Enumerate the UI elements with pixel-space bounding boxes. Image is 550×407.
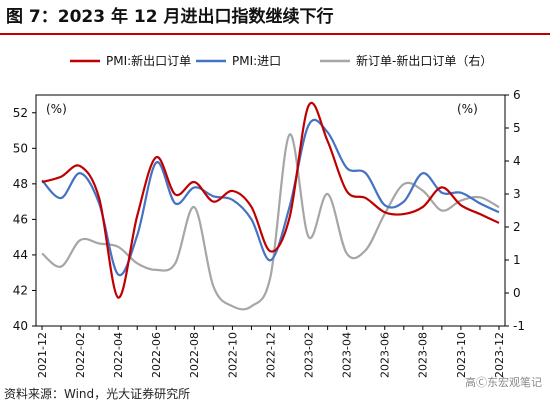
y-right-tick-label: 3 [513, 187, 521, 201]
watermark-text: 高Ⓒ东宏观笔记 [465, 376, 542, 389]
title-underline [0, 33, 550, 35]
y-left-tick-label: 48 [13, 177, 28, 191]
y-right-tick-label: 2 [513, 220, 521, 234]
x-tick-label: 2022-06 [150, 332, 163, 378]
y-left-tick-label: 52 [13, 106, 28, 120]
y-right-tick-label: 1 [513, 253, 521, 267]
y-left-tick-label: 42 [13, 283, 28, 297]
figure-title: 图 7：2023 年 12 月进出口指数继续下行 [6, 7, 334, 27]
y-left-tick-label: 40 [13, 319, 28, 333]
left-unit-label: (%) [46, 102, 67, 116]
y-right-tick-label: -1 [513, 319, 525, 333]
x-tick-label: 2023-10 [455, 332, 468, 378]
x-tick-label: 2021-12 [36, 332, 49, 378]
series-line-2 [41, 133, 500, 311]
line-chart: PMI:新出口订单 PMI:进口 新订单-新出口订单（右） 404244464850… [13, 53, 525, 378]
chart-series-lines [41, 101, 500, 311]
y-left-tick-label: 46 [13, 212, 28, 226]
source-note: 资料来源：Wind，光大证券研究所 [4, 387, 191, 401]
legend-label-1: PMI:进口 [232, 54, 281, 68]
x-tick-label: 2023-08 [417, 332, 430, 378]
x-tick-label: 2022-02 [74, 332, 87, 378]
series-line-1 [41, 118, 500, 277]
y-left-tick-label: 50 [13, 141, 28, 155]
x-tick-label: 2023-04 [341, 332, 354, 378]
x-tick-label: 2022-12 [264, 332, 277, 378]
chart-legend: PMI:新出口订单 PMI:进口 新订单-新出口订单（右） [70, 53, 492, 68]
chart-axes: 40 42 44 46 48 50 52 -1 0 1 2 3 4 5 6 (%) (%) 2021-12 2022… [13, 88, 525, 378]
legend-label-2: 新订单-新出口订单（右） [356, 53, 492, 68]
series-line-0 [41, 101, 500, 299]
y-right-tick-label: 5 [513, 121, 521, 135]
legend-label-0: PMI:新出口订单 [106, 53, 191, 68]
x-tick-label: 2022-04 [112, 332, 125, 378]
y-right-tick-label: 0 [513, 286, 521, 300]
right-unit-label: (%) [457, 102, 478, 116]
x-tick-label: 2023-02 [302, 332, 315, 378]
y-left-tick-label: 44 [13, 248, 28, 262]
x-tick-label: 2022-10 [226, 332, 239, 378]
y-right-tick-label: 6 [513, 88, 521, 102]
y-right-tick-label: 4 [513, 154, 521, 168]
x-tick-label: 2023-06 [379, 332, 392, 378]
x-tick-label: 2023-12 [493, 332, 506, 378]
x-tick-label: 2022-08 [188, 332, 201, 378]
plot-frame [35, 94, 506, 327]
